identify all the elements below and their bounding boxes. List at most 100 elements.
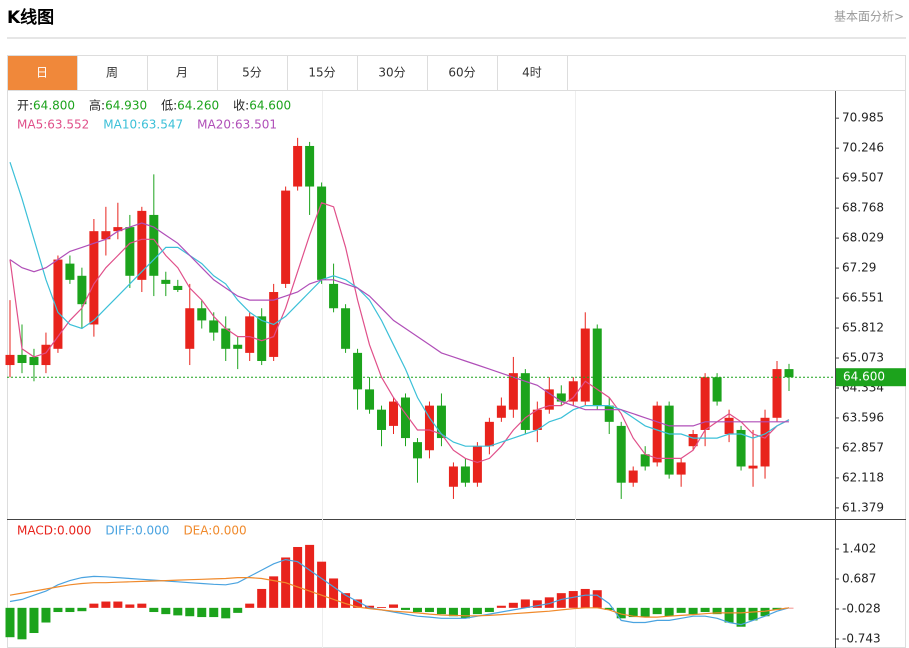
macd-bar	[101, 601, 111, 608]
current-price-label: 64.600	[843, 370, 885, 384]
macd-bar	[712, 607, 722, 615]
candle-body	[149, 214, 159, 276]
candle-body	[676, 462, 686, 475]
candle-body	[652, 405, 662, 463]
tab[interactable]	[427, 55, 498, 91]
candle-body	[17, 354, 27, 364]
macd-bar	[604, 607, 614, 610]
candle-body	[65, 263, 75, 280]
tab-label[interactable]: 60分	[448, 66, 475, 80]
legend-value: 0.000	[212, 524, 246, 538]
chart-frame	[7, 55, 906, 648]
candle-body	[604, 405, 614, 422]
legend-label: 开:	[17, 99, 33, 113]
y-tick-label: 66.551	[842, 291, 884, 305]
legend-value: 64.930	[105, 99, 147, 113]
candle-body	[532, 409, 542, 430]
candle-body	[89, 231, 99, 325]
candle-body	[520, 373, 530, 430]
macd-bar	[424, 607, 434, 613]
candle-body	[448, 466, 458, 487]
macd-bar	[556, 593, 566, 608]
macd-bar	[532, 600, 542, 608]
candle-body	[748, 465, 758, 469]
macd-bar	[257, 588, 267, 608]
y-tick-label: 0.687	[842, 572, 876, 586]
macd-bar	[544, 597, 554, 608]
macd-bar	[269, 576, 279, 608]
macd-bar	[317, 561, 327, 608]
tab[interactable]	[497, 55, 568, 91]
indicator-line	[9, 577, 790, 618]
y-tick-label: -0.028	[842, 602, 881, 616]
legend-label: MA5:	[17, 118, 47, 132]
macd-bar	[341, 593, 351, 608]
tab-label[interactable]: 月	[176, 66, 188, 80]
macd-bar	[664, 607, 674, 617]
macd-bar	[173, 607, 183, 616]
tab[interactable]	[217, 55, 288, 91]
tab[interactable]	[287, 55, 358, 91]
tab-label[interactable]: 5分	[242, 66, 262, 80]
macd-bar	[149, 607, 159, 613]
macd-bar	[628, 607, 638, 618]
candle-body	[389, 401, 399, 426]
macd-bar	[29, 607, 39, 634]
candle-body	[580, 328, 590, 402]
tab[interactable]	[357, 55, 428, 91]
macd-bar	[640, 607, 650, 618]
candle-body	[688, 434, 698, 447]
candle-body	[724, 417, 734, 435]
macd-bar	[161, 607, 171, 615]
candle-body	[508, 373, 518, 410]
macd-bar	[53, 607, 63, 613]
candle-body	[125, 227, 135, 276]
macd-bar	[760, 607, 770, 617]
candle-body	[281, 190, 291, 284]
tab-label[interactable]: 4时	[522, 66, 542, 80]
candle-body	[377, 409, 387, 430]
candle-body	[472, 446, 482, 483]
candle-body	[664, 405, 674, 475]
y-tick-label: 1.402	[842, 541, 876, 555]
macd-bar	[520, 599, 530, 608]
macd-bar	[377, 606, 387, 608]
legend-value: 0.000	[57, 524, 91, 538]
y-tick-label: -0.743	[842, 632, 881, 646]
macd-bar	[113, 601, 123, 608]
candle-body	[29, 356, 39, 366]
candle-body	[197, 308, 207, 321]
tab-label[interactable]: 15分	[308, 66, 335, 80]
candle-body	[544, 389, 554, 410]
y-tick-label: 68.029	[842, 231, 884, 245]
legend-value: 64.800	[33, 99, 75, 113]
candle-body	[496, 405, 506, 418]
candle-body	[245, 316, 255, 353]
candle-body	[772, 369, 782, 418]
y-tick-label: 61.379	[842, 500, 884, 514]
legend-value: 63.552	[47, 118, 89, 132]
tab-label[interactable]: 30分	[378, 66, 405, 80]
legend-value: 64.600	[249, 99, 291, 113]
fundamental-link[interactable]: 基本面分析>	[834, 10, 904, 24]
indicator-line	[9, 202, 790, 464]
legend-label: MA10:	[103, 118, 141, 132]
candle-body	[221, 328, 231, 349]
candle-body	[41, 344, 51, 366]
macd-bar	[700, 607, 710, 613]
macd-bar	[305, 544, 315, 608]
tab-label[interactable]: 日	[36, 66, 48, 80]
candle-body	[412, 442, 422, 459]
macd-bar	[688, 607, 698, 615]
macd-bar	[460, 607, 470, 619]
candle-body	[257, 316, 267, 361]
tab[interactable]	[7, 55, 78, 91]
macd-bar	[616, 607, 626, 619]
legend-label: 低:	[161, 99, 177, 113]
candle-body	[293, 145, 303, 187]
tab-label[interactable]: 周	[106, 66, 118, 80]
candle-body	[784, 369, 794, 378]
legend-label: DEA:	[183, 524, 212, 538]
candle-body	[317, 186, 327, 280]
